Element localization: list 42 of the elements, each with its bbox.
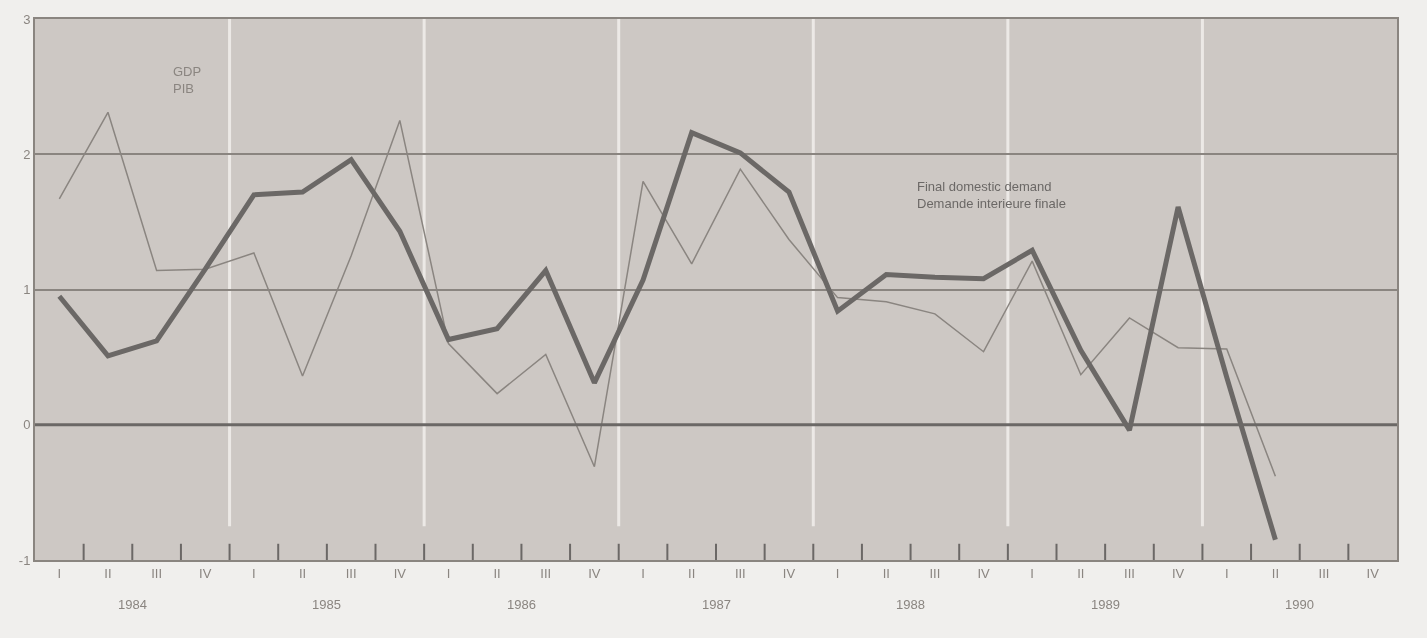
x-tick-label: II [1077, 565, 1085, 581]
x-tick-label: IV [393, 565, 407, 581]
text: 1988 [896, 597, 925, 612]
text: 1986 [507, 597, 536, 612]
x-tick-label: I [1030, 565, 1034, 581]
x-tick-label: II [493, 565, 501, 581]
text: 1985 [312, 597, 341, 612]
x-tick-label: II [298, 565, 307, 581]
text: GDP PIB [173, 64, 202, 96]
x-tick-label: III [151, 565, 163, 581]
x-tick-label: I [57, 565, 62, 581]
text: 1987 [702, 597, 731, 612]
text: 1989 [1091, 597, 1120, 612]
x-tick-label: I [641, 565, 645, 581]
x-tick-label: III [540, 565, 552, 581]
text: Final domestic demand Demande interieure finale [917, 179, 1066, 211]
y-tick-label: 1 [23, 282, 31, 298]
x-tick-label: III [1318, 565, 1330, 581]
x-tick-label: IV [782, 565, 796, 581]
x-tick-label: IV [977, 565, 990, 581]
x-tick-label: I [252, 565, 256, 581]
x-tick-label: III [345, 565, 357, 581]
x-tick-label: IV [588, 565, 601, 581]
x-tick-label: II [688, 565, 696, 581]
x-tick-label: I [1224, 565, 1229, 581]
x-tick-label: I [446, 565, 451, 581]
x-tick-label: III [1124, 565, 1135, 581]
x-tick-label: II [882, 565, 890, 581]
y-tick-label: 0 [23, 417, 31, 433]
x-tick-label: IV [1366, 565, 1380, 581]
x-tick-label: II [1271, 565, 1280, 581]
x-tick-label: IV [199, 565, 212, 581]
x-tick-label: II [104, 565, 112, 581]
text: 1990 [1285, 597, 1314, 612]
x-tick-label: III [734, 565, 746, 581]
x-tick-label: IV [1171, 565, 1185, 581]
y-tick-label: -1 [18, 552, 31, 568]
x-tick-label: I [835, 565, 840, 581]
text: 1984 [118, 597, 147, 612]
x-tick-label: III [929, 565, 941, 581]
y-tick-label: 3 [23, 11, 31, 27]
y-tick-label: 2 [23, 146, 31, 162]
